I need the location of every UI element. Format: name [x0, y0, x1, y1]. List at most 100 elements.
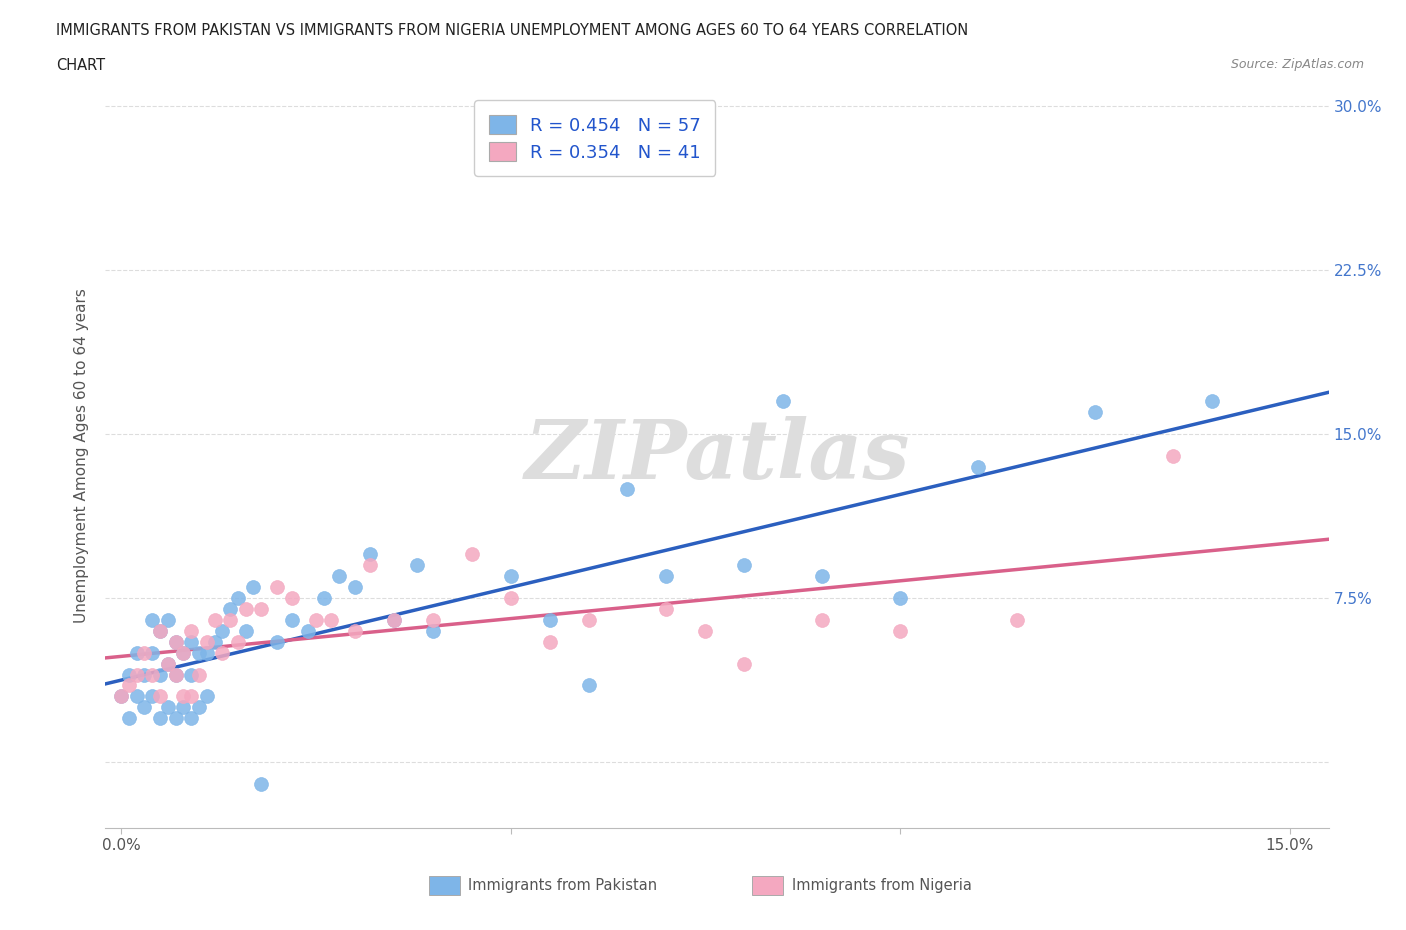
Point: [172, 700, 194, 715]
Point: [180, 634, 202, 649]
Point: [149, 623, 172, 638]
FancyBboxPatch shape: [752, 876, 783, 895]
Point: [110, 689, 132, 704]
Point: [538, 634, 561, 649]
Point: [343, 623, 366, 638]
Point: [359, 547, 381, 562]
Point: [733, 558, 755, 573]
Point: [499, 591, 522, 605]
FancyBboxPatch shape: [429, 876, 460, 895]
Point: [733, 657, 755, 671]
Point: [226, 634, 249, 649]
Point: [422, 623, 444, 638]
Point: [195, 689, 218, 704]
Point: [578, 612, 600, 627]
Point: [141, 645, 163, 660]
Point: [180, 711, 202, 725]
Point: [211, 645, 233, 660]
Point: [219, 612, 242, 627]
Point: [266, 579, 288, 594]
Point: [149, 711, 172, 725]
Point: [382, 612, 405, 627]
Point: [538, 612, 561, 627]
Text: ZIPatlas: ZIPatlas: [524, 416, 910, 496]
Point: [235, 623, 257, 638]
Point: [312, 591, 335, 605]
Point: [195, 634, 218, 649]
Point: [967, 459, 990, 474]
Point: [1201, 393, 1223, 408]
Point: [187, 667, 209, 682]
Point: [499, 568, 522, 583]
Point: [460, 547, 482, 562]
Y-axis label: Unemployment Among Ages 60 to 64 years: Unemployment Among Ages 60 to 64 years: [75, 288, 90, 623]
Point: [165, 634, 187, 649]
Point: [149, 623, 172, 638]
Text: Source: ZipAtlas.com: Source: ZipAtlas.com: [1230, 58, 1364, 71]
Point: [281, 612, 304, 627]
Point: [266, 634, 288, 649]
Point: [172, 689, 194, 704]
Point: [305, 612, 328, 627]
Point: [889, 623, 911, 638]
Point: [616, 481, 638, 496]
Text: Immigrants from Pakistan: Immigrants from Pakistan: [468, 878, 658, 893]
Point: [172, 645, 194, 660]
Point: [141, 689, 163, 704]
Point: [118, 678, 141, 693]
Text: CHART: CHART: [56, 58, 105, 73]
Point: [343, 579, 366, 594]
Point: [156, 657, 179, 671]
Point: [406, 558, 429, 573]
Point: [125, 689, 148, 704]
Point: [811, 568, 834, 583]
Point: [118, 711, 141, 725]
Point: [204, 612, 226, 627]
Point: [1084, 405, 1107, 419]
Point: [359, 558, 381, 573]
Point: [219, 602, 242, 617]
Point: [250, 777, 273, 791]
Point: [578, 678, 600, 693]
Point: [321, 612, 343, 627]
Point: [134, 700, 156, 715]
Point: [118, 667, 141, 682]
Point: [165, 667, 187, 682]
Point: [187, 700, 209, 715]
Point: [226, 591, 249, 605]
Text: Immigrants from Nigeria: Immigrants from Nigeria: [792, 878, 972, 893]
Point: [195, 645, 218, 660]
Point: [165, 634, 187, 649]
Point: [242, 579, 264, 594]
Point: [382, 612, 405, 627]
Point: [180, 667, 202, 682]
Point: [297, 623, 319, 638]
Legend: R = 0.454   N = 57, R = 0.354   N = 41: R = 0.454 N = 57, R = 0.354 N = 41: [474, 100, 716, 176]
Point: [204, 634, 226, 649]
Point: [235, 602, 257, 617]
Point: [328, 568, 350, 583]
Point: [422, 612, 444, 627]
Point: [165, 711, 187, 725]
Point: [281, 591, 304, 605]
Point: [149, 667, 172, 682]
Point: [125, 667, 148, 682]
Point: [156, 657, 179, 671]
Point: [141, 612, 163, 627]
Point: [165, 667, 187, 682]
Point: [772, 393, 794, 408]
Point: [211, 623, 233, 638]
Point: [180, 689, 202, 704]
Point: [156, 700, 179, 715]
Text: IMMIGRANTS FROM PAKISTAN VS IMMIGRANTS FROM NIGERIA UNEMPLOYMENT AMONG AGES 60 T: IMMIGRANTS FROM PAKISTAN VS IMMIGRANTS F…: [56, 23, 969, 38]
Point: [110, 689, 132, 704]
Point: [180, 623, 202, 638]
Point: [889, 591, 911, 605]
Point: [125, 645, 148, 660]
Point: [811, 612, 834, 627]
Point: [156, 612, 179, 627]
Point: [1005, 612, 1028, 627]
Point: [172, 645, 194, 660]
Point: [250, 602, 273, 617]
Point: [134, 667, 156, 682]
